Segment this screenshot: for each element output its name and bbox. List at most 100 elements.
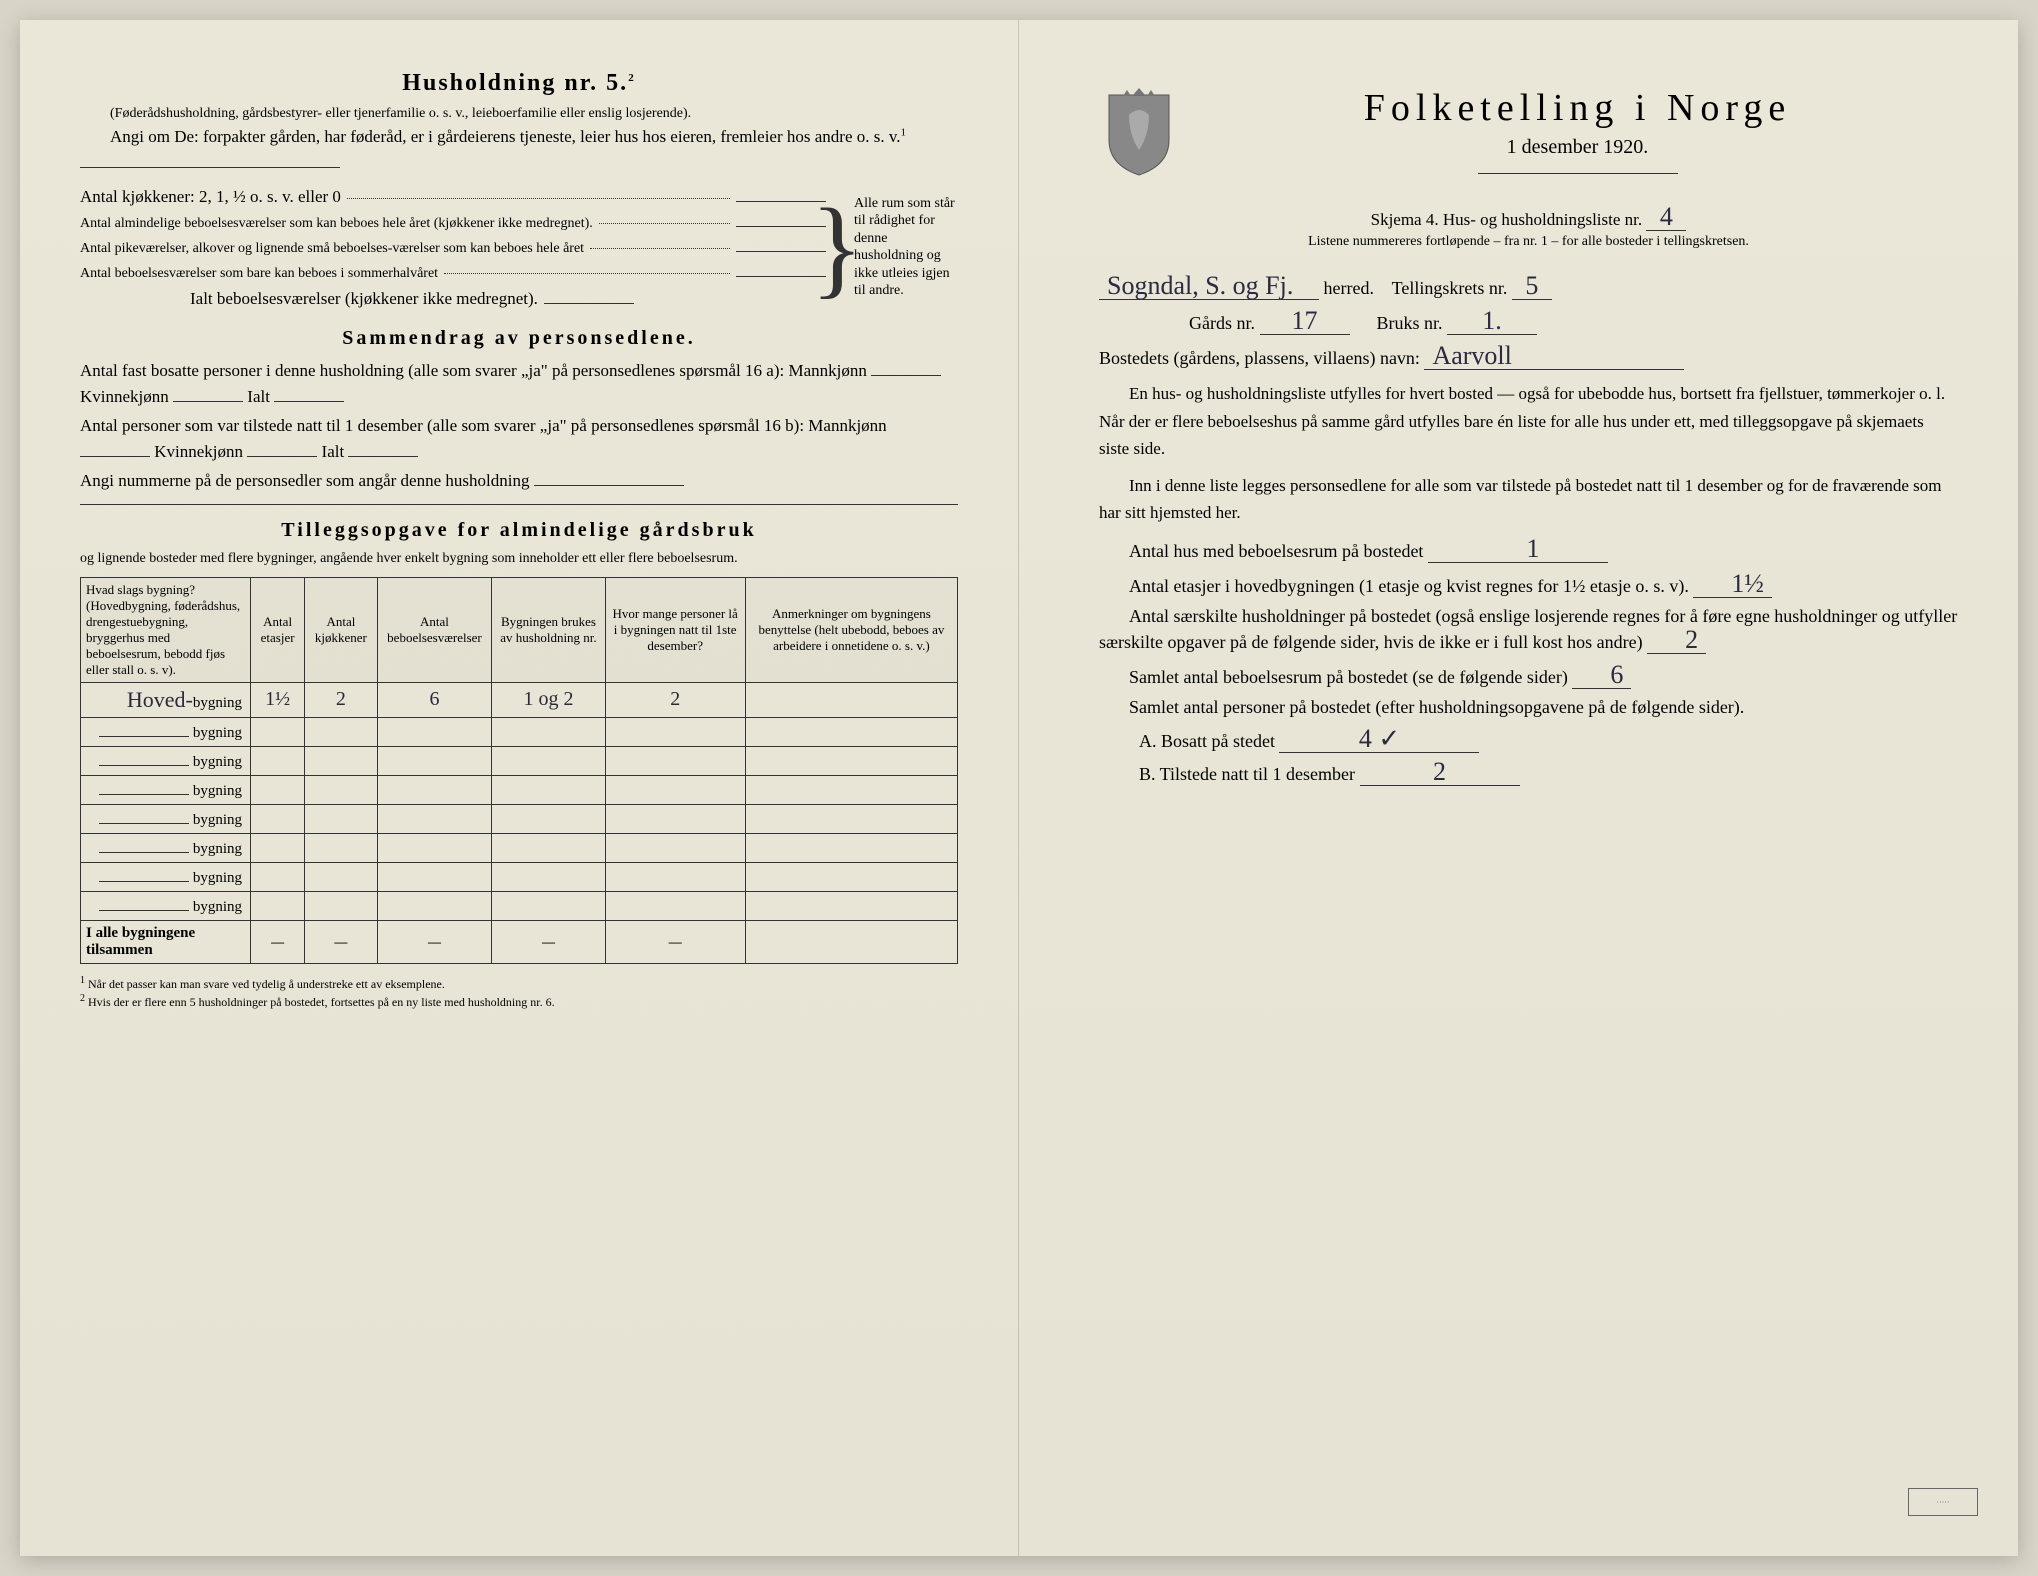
- cell-personer: [605, 862, 745, 891]
- para2-text: Inn i denne liste legges personsedlene f…: [1099, 472, 1958, 526]
- q2-label: Antal etasjer i hovedbygningen (1 etasje…: [1129, 576, 1689, 596]
- q4-label: Samlet antal beboelsesrum på bostedet (s…: [1129, 667, 1568, 687]
- building-suffix: bygning: [193, 783, 242, 799]
- samm3: Angi nummerne på de personsedler som ang…: [80, 471, 529, 490]
- fn1-num: 1: [80, 975, 85, 986]
- listene-note: Listene nummereres fortløpende – fra nr.…: [1099, 233, 1958, 252]
- cell-hushold: [492, 833, 605, 862]
- cell-beboelse: [377, 775, 492, 804]
- totals-4: —: [492, 920, 605, 963]
- table-head: Hvad slags bygning? (Hovedbygning, føder…: [81, 577, 958, 682]
- cell-etasjer: 1½: [251, 682, 305, 717]
- right-header: Folketelling i Norge 1 desember 1920.: [1099, 70, 1958, 190]
- cell-hushold: 1 og 2: [492, 682, 605, 717]
- bruks-value: 1.: [1447, 308, 1537, 335]
- table-body: Hoved-bygning1½261 og 22bygningbygningby…: [81, 682, 958, 920]
- qB-value: 2: [1360, 759, 1520, 786]
- q3-row: Antal særskilte husholdninger på bostede…: [1099, 606, 1958, 654]
- building-name-blank: [99, 722, 189, 737]
- building-name-cell: bygning: [81, 891, 251, 920]
- census-date: 1 desember 1920.: [1197, 136, 1958, 159]
- krets-label: Tellingskrets nr.: [1392, 278, 1508, 298]
- cell-etasjer: [251, 833, 305, 862]
- building-name-cell: bygning: [81, 775, 251, 804]
- th-2: Antal kjøkkener: [305, 577, 377, 682]
- heading-sub: (Føderådshusholdning, gårdsbestyrer- ell…: [80, 105, 958, 124]
- q5-row: Samlet antal personer på bostedet (efter…: [1099, 697, 1958, 718]
- samm1c-blank: [274, 385, 344, 402]
- tillegg-heading: Tilleggsopgave for almindelige gårdsbruk: [80, 519, 958, 542]
- qA-label: A. Bosatt på stedet: [1139, 731, 1275, 751]
- q1-value: 1: [1428, 536, 1608, 563]
- herred-label: herred.: [1324, 278, 1374, 298]
- title-rule: [1478, 173, 1678, 174]
- cell-beboelse: [377, 891, 492, 920]
- q4-row: Samlet antal beboelsesrum på bostedet (s…: [1099, 662, 1958, 689]
- table-row: bygning: [81, 775, 958, 804]
- bruks-label: Bruks nr.: [1377, 313, 1443, 333]
- cell-beboelse: [377, 804, 492, 833]
- q2-row: Antal etasjer i hovedbygningen (1 etasje…: [1099, 571, 1958, 598]
- footnote-1: 1 Når det passer kan man svare ved tydel…: [80, 974, 958, 993]
- totals-label: I alle bygningene tilsammen: [81, 920, 251, 963]
- angi-sup: 1: [901, 126, 907, 138]
- cell-personer: [605, 746, 745, 775]
- cell-beboelse: [377, 833, 492, 862]
- cell-hushold: [492, 804, 605, 833]
- totals-1: —: [251, 920, 305, 963]
- dots: [599, 223, 730, 224]
- totals-6: [745, 920, 957, 963]
- rooms-block: Antal kjøkkener: 2, 1, ½ o. s. v. eller …: [80, 182, 958, 314]
- th-5: Hvor mange personer lå i bygningen natt …: [605, 577, 745, 682]
- totals-row: I alle bygningene tilsammen — — — — —: [81, 920, 958, 963]
- right-page: Folketelling i Norge 1 desember 1920. Sk…: [1019, 20, 2018, 1556]
- buildings-table: Hvad slags bygning? (Hovedbygning, føder…: [80, 577, 958, 964]
- dots: [347, 198, 730, 199]
- para2: Inn i denne liste legges personsedlene f…: [1099, 472, 1958, 526]
- document-spread: Husholdning nr. 5.2 (Føderådshusholdning…: [20, 20, 2018, 1556]
- cell-hushold: [492, 862, 605, 891]
- q3-label: Antal særskilte husholdninger på bostede…: [1099, 606, 1957, 652]
- cell-value: 2: [336, 688, 346, 710]
- th-0: Hvad slags bygning? (Hovedbygning, føder…: [81, 577, 251, 682]
- cell-etasjer: [251, 804, 305, 833]
- cell-value: 1 og 2: [523, 688, 573, 710]
- heading-text: Husholdning nr. 5.: [402, 70, 628, 96]
- cell-kjokken: [305, 804, 377, 833]
- table-row: bygning: [81, 833, 958, 862]
- samm1a: Antal fast bosatte personer i denne hush…: [80, 361, 867, 380]
- rooms1-row: Antal almindelige beboelsesværelser som …: [80, 211, 826, 234]
- building-suffix: bygning: [193, 841, 242, 857]
- table-row: bygning: [81, 804, 958, 833]
- rooms2-label: Antal pikeværelser, alkover og lignende …: [80, 240, 584, 259]
- cell-beboelse: 6: [377, 682, 492, 717]
- main-title: Folketelling i Norge: [1197, 86, 1958, 130]
- building-name-blank: [99, 867, 189, 882]
- cell-beboelse: [377, 717, 492, 746]
- cell-personer: [605, 833, 745, 862]
- totals-2: —: [305, 920, 377, 963]
- rooms3-row: Antal beboelsesværelser som bare kan beb…: [80, 261, 826, 284]
- left-page: Husholdning nr. 5.2 (Føderådshusholdning…: [20, 20, 1019, 1556]
- cell-anm: [745, 717, 957, 746]
- building-suffix: bygning: [193, 695, 242, 711]
- cell-beboelse: [377, 862, 492, 891]
- rooms-total-blank: [544, 288, 634, 304]
- cell-personer: 2: [605, 682, 745, 717]
- samm1a-blank: [871, 359, 941, 376]
- heading-sup: 2: [628, 72, 636, 84]
- totals-5: —: [605, 920, 745, 963]
- dots: [590, 248, 730, 249]
- building-name-blank: [99, 780, 189, 795]
- samm-line2: Antal personer som var tilstede natt til…: [80, 413, 958, 464]
- skjema-label: Skjema 4. Hus- og husholdningsliste nr.: [1371, 210, 1643, 229]
- rooms-total-label: Ialt beboelsesværelser (kjøkkener ikke m…: [80, 286, 538, 312]
- para1-text: En hus- og husholdningsliste utfylles fo…: [1099, 380, 1958, 462]
- building-name-blank: [99, 838, 189, 853]
- samm1b: Kvinnekjønn: [80, 387, 169, 406]
- table-row: bygning: [81, 717, 958, 746]
- q1-row: Antal hus med beboelsesrum på bostedet 1: [1099, 536, 1958, 563]
- samm2b-blank: [247, 440, 317, 457]
- building-name-cell: Hoved-bygning: [81, 682, 251, 717]
- qB-label: B. Tilstede natt til 1 desember: [1139, 764, 1355, 784]
